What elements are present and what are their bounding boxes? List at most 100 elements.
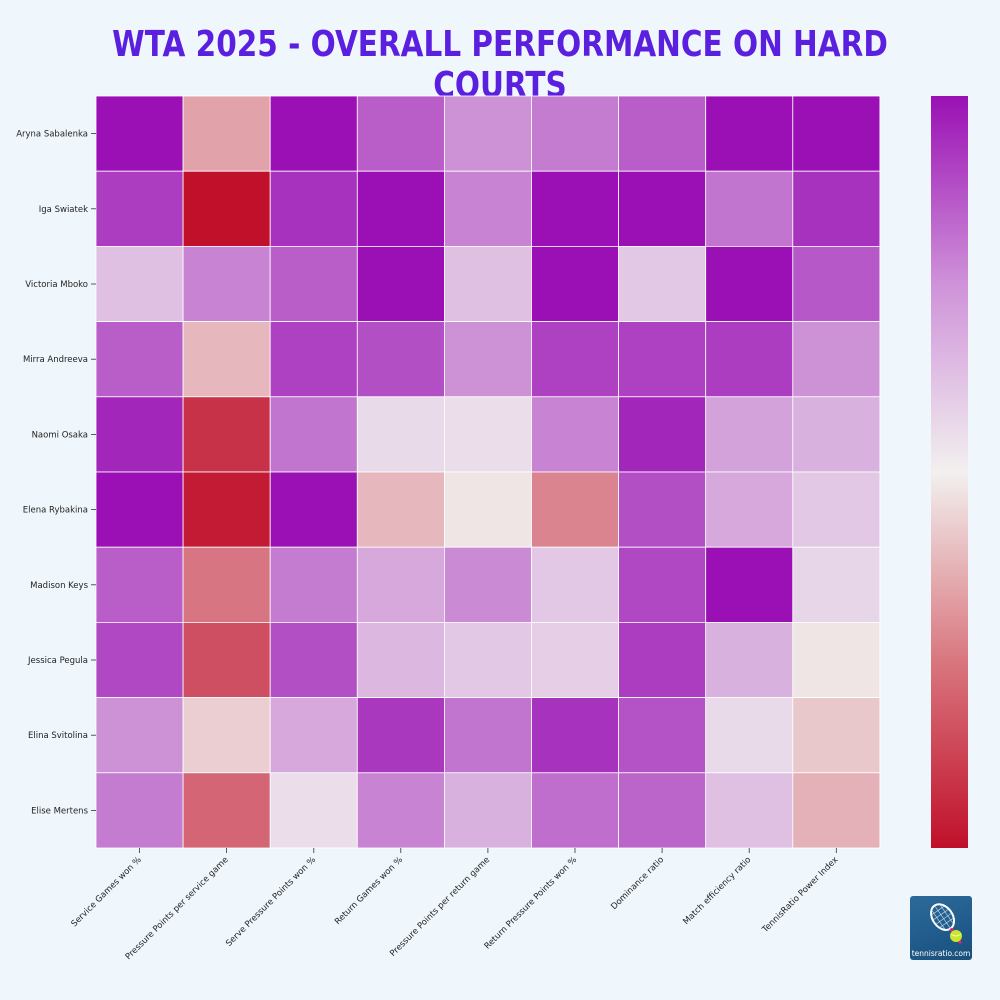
heatmap-cell — [792, 471, 881, 548]
heatmap-cell — [443, 321, 532, 398]
heatmap-cell — [356, 245, 445, 322]
heatmap-cell — [531, 95, 619, 172]
heatmap-cell — [269, 622, 358, 699]
heatmap-cell — [269, 697, 358, 774]
heatmap-cell — [705, 245, 794, 322]
heatmap-cell — [618, 622, 707, 699]
heatmap-cell — [705, 95, 794, 172]
heatmap-cell — [182, 622, 271, 699]
heatmap-cell — [356, 95, 445, 172]
heatmap-cell — [182, 170, 271, 247]
heatmap-cell — [269, 546, 358, 623]
heatmap-cell — [618, 697, 707, 774]
heatmap-cell — [182, 95, 271, 172]
heatmap-cell — [182, 546, 271, 623]
heatmap-cell — [531, 697, 619, 774]
heatmap-cell — [269, 170, 358, 247]
heatmap-cell — [531, 471, 619, 548]
column-label: Pressure Points per return game — [388, 855, 492, 959]
heatmap-cell — [182, 772, 271, 849]
heatmap-cell — [792, 396, 881, 473]
column-label: Dominance ratio — [609, 855, 666, 912]
heatmap-cell — [269, 95, 358, 172]
heatmap-cell — [95, 321, 184, 398]
heatmap-cell — [95, 546, 184, 623]
row-label: Elina Svitolina — [28, 731, 88, 741]
heatmap-cell — [618, 321, 707, 398]
colorbar — [931, 96, 968, 848]
heatmap-cell — [95, 471, 184, 548]
column-label: Service Games won % — [70, 855, 144, 929]
column-labels: Service Games won %Pressure Points per s… — [70, 855, 841, 962]
heatmap-cell — [792, 321, 881, 398]
heatmap-cell — [443, 170, 532, 247]
heatmap-cell — [705, 546, 794, 623]
row-labels: Aryna Sabalenka Iga Swiatek Victoria Mboko… — [16, 130, 88, 817]
row-label: Madison Keys — [30, 581, 88, 591]
heatmap-cell — [443, 546, 532, 623]
column-label: Match efficiency ratio — [681, 855, 753, 927]
heatmap-cell — [531, 622, 619, 699]
heatmap-cell — [95, 396, 184, 473]
heatmap-cell — [618, 396, 707, 473]
heatmap-cell — [269, 471, 358, 548]
heatmap-cell — [182, 321, 271, 398]
heatmap-cell — [618, 546, 707, 623]
heatmap-cell — [705, 772, 794, 849]
heatmap-cell — [618, 170, 707, 247]
heatmap-cell — [356, 321, 445, 398]
heatmap-cell — [182, 697, 271, 774]
heatmap-cells — [95, 95, 881, 849]
axis-ticks — [91, 133, 837, 853]
heatmap-cell — [95, 697, 184, 774]
heatmap-cell — [95, 772, 184, 849]
logo-text: tennisratio.com — [911, 949, 971, 958]
heatmap-cell — [269, 396, 358, 473]
heatmap-cell — [356, 170, 445, 247]
column-label: Pressure Points per service game — [124, 855, 231, 962]
heatmap-cell — [531, 170, 619, 247]
heatmap-cell — [269, 245, 358, 322]
heatmap-cell — [618, 245, 707, 322]
heatmap-cell — [269, 772, 358, 849]
heatmap-cell — [705, 622, 794, 699]
heatmap-cell — [792, 170, 881, 247]
heatmap-cell — [182, 396, 271, 473]
row-label: Elena Rybakina — [23, 506, 88, 516]
tennisratio-logo: tennisratio.com — [910, 896, 972, 960]
row-label: Victoria Mboko — [25, 280, 88, 290]
heatmap-cell — [269, 321, 358, 398]
column-label: TennisRatio Power Index — [760, 855, 841, 936]
row-label: Jessica Pegula — [27, 656, 88, 666]
heatmap-cell — [443, 245, 532, 322]
row-label: Iga Swiatek — [39, 205, 88, 215]
row-label: Naomi Osaka — [32, 430, 88, 440]
row-label: Mirra Andreeva — [23, 355, 88, 365]
heatmap-cell — [356, 622, 445, 699]
heatmap-cell — [356, 546, 445, 623]
heatmap-cell — [618, 471, 707, 548]
heatmap-cell — [95, 245, 184, 322]
heatmap-cell — [705, 471, 794, 548]
heatmap-cell — [705, 697, 794, 774]
column-label: Return Games won % — [333, 855, 405, 927]
row-label: Aryna Sabalenka — [16, 130, 88, 140]
heatmap-cell — [443, 95, 532, 172]
tennis-racket-icon — [930, 903, 963, 945]
heatmap-cell — [356, 772, 445, 849]
heatmap-cell — [792, 697, 881, 774]
heatmap-cell — [182, 245, 271, 322]
heatmap-cell — [443, 471, 532, 548]
heatmap-cell — [531, 321, 619, 398]
heatmap-cell — [531, 245, 619, 322]
heatmap-cell — [95, 95, 184, 172]
column-label: Return Pressure Points won % — [483, 855, 579, 951]
heatmap-cell — [356, 471, 445, 548]
heatmap-cell — [182, 471, 271, 548]
column-label: Serve Pressure Points won % — [224, 855, 318, 949]
heatmap-cell — [95, 170, 184, 247]
heatmap-cell — [443, 622, 532, 699]
heatmap-cell — [705, 396, 794, 473]
heatmap-cell — [792, 772, 881, 849]
